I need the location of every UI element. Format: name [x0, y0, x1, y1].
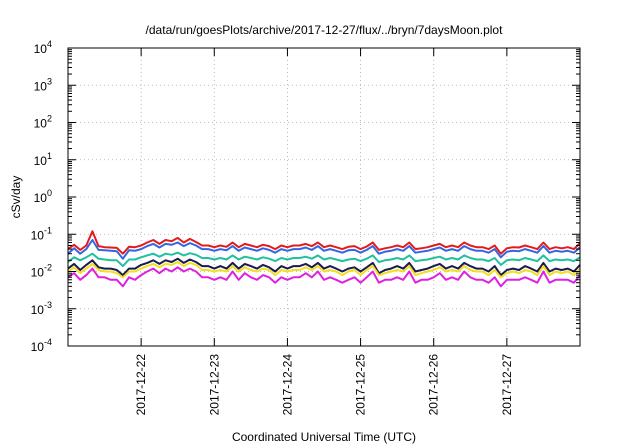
x-tick-label: 2017-12-22 [134, 354, 148, 416]
y-tick-label: 102 [34, 114, 52, 131]
y-tick-label: 103 [34, 76, 52, 93]
series-line [67, 230, 581, 255]
series-line [67, 266, 581, 288]
x-tick-label: 2017-12-26 [427, 354, 441, 416]
y-axis-label: cSv/day [9, 176, 23, 219]
y-tick-label: 10-3 [31, 300, 52, 317]
grid-lines [68, 48, 580, 346]
y-tick-label: 10-1 [31, 225, 52, 242]
chart-title: /data/run/goesPlots/archive/2017-12-27/f… [146, 23, 504, 37]
x-tick-label: 2017-12-23 [207, 354, 221, 416]
series-lines [67, 230, 581, 288]
x-tick-label: 2017-12-24 [280, 354, 294, 416]
y-tick-label: 101 [34, 151, 52, 168]
y-tick-label: 104 [34, 39, 52, 56]
series-line [67, 251, 581, 268]
series-line [67, 239, 581, 260]
y-tick-label: 10-4 [31, 337, 52, 354]
series-line [67, 257, 581, 277]
series-line [67, 261, 581, 279]
axis-ticks: 10-4 10-3 10-2 10-1 100 101 102 103 104 2017-12-2… [31, 39, 580, 415]
y-tick-label: 10-2 [31, 263, 52, 280]
x-axis-label: Coordinated Universal Time (UTC) [232, 430, 416, 444]
x-tick-label: 2017-12-27 [500, 354, 514, 416]
y-tick-label: 100 [34, 188, 52, 205]
x-tick-label: 2017-12-25 [354, 354, 368, 416]
